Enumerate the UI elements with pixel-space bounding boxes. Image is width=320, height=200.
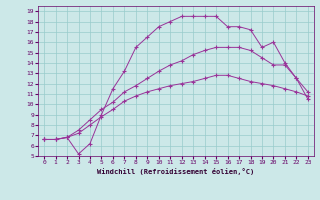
X-axis label: Windchill (Refroidissement éolien,°C): Windchill (Refroidissement éolien,°C) xyxy=(97,168,255,175)
